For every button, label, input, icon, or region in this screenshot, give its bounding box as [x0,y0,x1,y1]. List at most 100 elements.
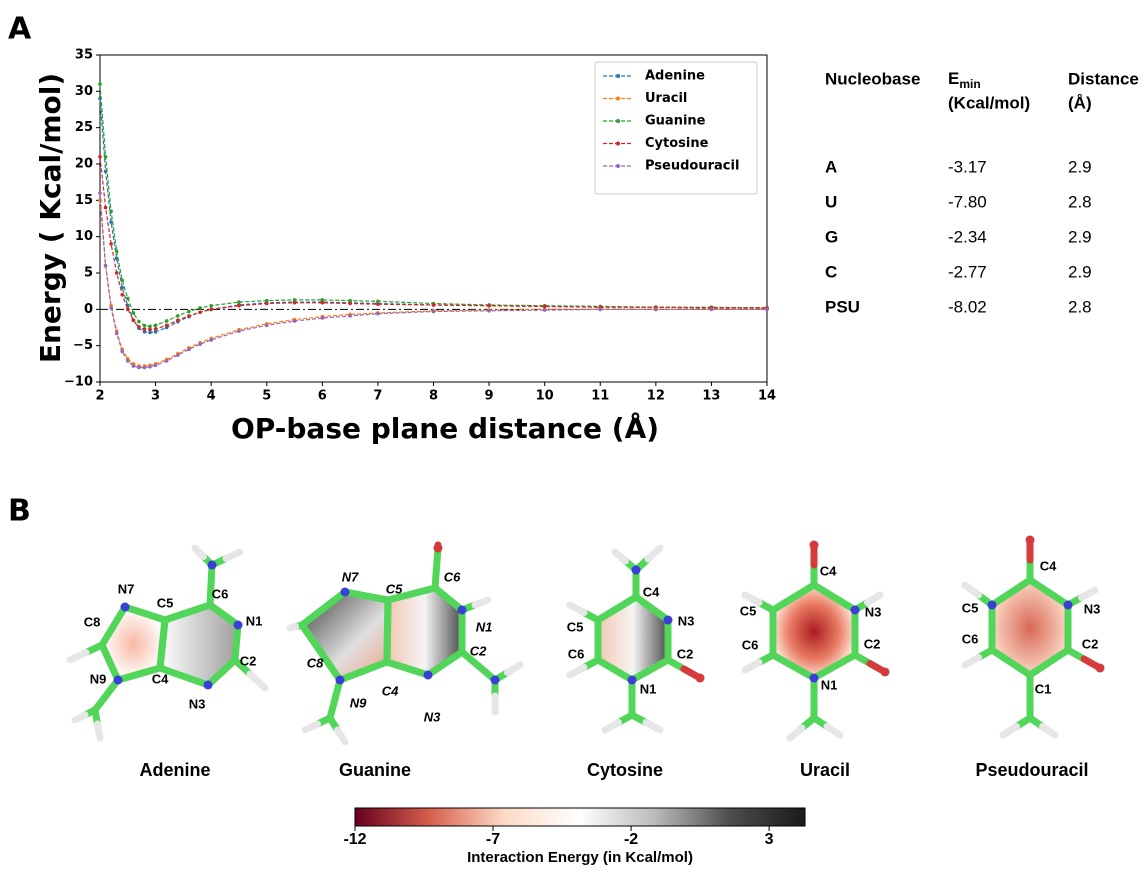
atom-label: C1 [1035,681,1052,696]
atom-label: C6 [212,586,229,601]
bond [1003,727,1017,736]
y-tick-label: 20 [75,157,93,172]
series-point [137,325,141,329]
series-point [115,249,119,253]
legend-label: Cytosine [645,136,709,151]
series-point [293,319,297,323]
panel-label: B [8,494,31,529]
nitrogen [114,676,123,685]
series-point [165,319,169,323]
series-point [126,308,130,312]
table: Nucleobase Emin (Kcal/mol) Distance (Å) … [825,69,1139,316]
series-point [176,318,180,322]
atom-label: C5 [157,595,174,610]
colorbar-label: Interaction Energy (in Kcal/mol) [467,849,693,866]
atom-label: N9 [90,671,107,686]
nitrogen [458,606,467,615]
series-point [487,309,491,313]
oxygen [434,544,443,553]
atom-label: N3 [189,696,206,711]
x-tick-label: 14 [758,389,776,404]
series-point [543,305,547,309]
x-tick-label: 8 [429,389,438,404]
nitrogen [1064,601,1073,610]
series-point [321,301,325,305]
series-point [120,350,124,354]
nitrogen [988,601,997,610]
colorbar [355,808,805,826]
series-point [109,306,113,310]
atom-label: N3 [678,613,695,628]
x-tick-label: 3 [151,389,160,404]
atom-label: C6 [444,569,461,584]
atom-label: C6 [742,637,759,652]
y-tick-label: 0 [84,302,93,317]
series-point [432,303,436,307]
atom-label: C4 [152,671,169,686]
series-point [198,342,202,346]
bond [570,668,584,676]
bond [648,548,660,559]
series-point [137,320,141,324]
legend-label: Uracil [645,91,687,106]
table-cell: PSU [825,297,860,316]
series-point [98,82,102,86]
table-cell: -2.77 [948,262,987,281]
atom-label: C5 [962,600,979,615]
oxygen [696,674,705,683]
nitrogen [851,606,860,615]
x-tick-label: 6 [318,389,327,404]
x-tick-label: 10 [536,389,554,404]
molecule-name: Adenine [139,760,210,780]
oxygen [810,541,819,550]
atom-label: C2 [864,636,881,651]
legend-marker [616,119,620,123]
y-tick-label: 5 [84,266,93,281]
nitrogen [204,681,213,690]
series-point [765,308,769,312]
atom-label: C2 [1082,636,1099,651]
table-cell: U [825,192,837,211]
molecule-name: Cytosine [587,760,663,780]
oxygen [1096,664,1105,673]
atom-label: C5 [567,619,584,634]
nitrogen [234,621,243,630]
table-cell: -7.80 [948,192,987,211]
figure: A B Energy ( Kcal/mol) OP-base plane dis… [0,0,1146,870]
table-header: (Å) [1068,93,1092,112]
molecule-name: Uracil [800,760,850,780]
table-cell: C [825,262,837,281]
bond [646,723,660,731]
series-point [237,300,241,304]
series-point [293,301,297,305]
atom-label: C8 [84,614,101,629]
x-axis-label: OP-base plane distance (Å) [231,411,659,445]
atom-label: C8 [307,655,324,670]
colorbar-tick-label: -12 [343,831,366,848]
atom-label: N9 [350,695,367,710]
series-point [187,314,191,318]
legend-label: Pseudouracil [645,159,739,174]
series-point [154,327,158,331]
molecule-name: Pseudouracil [975,760,1088,780]
series-point [115,332,119,336]
series-point [237,329,241,333]
bond [965,658,979,666]
atom-label: N1 [821,677,838,692]
atom-label: C5 [386,581,403,596]
bond [615,552,626,561]
series-point [154,324,158,328]
y-tick-label: 35 [75,48,93,63]
series-point [132,318,136,322]
bond [745,595,759,603]
series-point [143,366,147,370]
legend-marker [616,142,620,146]
x-tick-label: 13 [702,389,720,404]
table-cell: 2.8 [1068,297,1092,316]
bond [98,724,101,738]
bond [605,723,619,731]
y-tick-label: −10 [64,375,93,390]
atom-label: N7 [118,581,135,596]
series-point [126,359,130,363]
